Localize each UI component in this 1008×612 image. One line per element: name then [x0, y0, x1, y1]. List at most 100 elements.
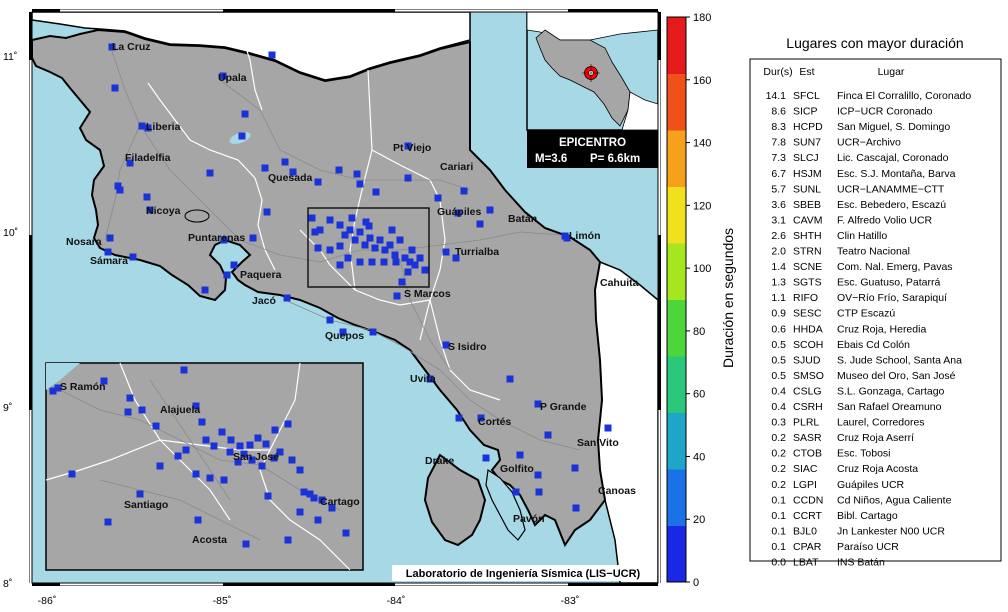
table-header-est: Est	[799, 66, 814, 78]
colorbar-label: Duración en segundos	[720, 228, 736, 368]
station-marker	[202, 436, 210, 444]
city-label: Pt Viejo	[393, 142, 431, 154]
station-marker	[306, 490, 314, 498]
station-marker	[284, 420, 292, 428]
row-duration: 0.4	[771, 401, 786, 413]
city-label: Cortés	[478, 416, 511, 428]
city-label: P Grande	[540, 401, 587, 413]
table-row: 0.9 SESC CTP Escazú	[771, 308, 895, 320]
row-duration: 1.1	[771, 292, 786, 304]
row-station: HCPD	[793, 121, 823, 133]
row-duration: 0.9	[771, 308, 786, 320]
row-place: S.L. Gonzaga, Cartago	[837, 385, 945, 397]
colorbar-tick-label: 20	[693, 514, 705, 526]
colorbar-segment	[667, 299, 686, 357]
station-marker	[398, 278, 406, 286]
station-marker	[335, 166, 343, 174]
station-marker	[326, 216, 334, 224]
city-label: S Marcos	[404, 288, 451, 300]
station-marker	[219, 72, 227, 80]
colorbar-segment	[667, 73, 686, 131]
station-marker	[194, 516, 202, 524]
table-row: 2.6 SHTH Clin Hatillo	[771, 230, 887, 242]
row-place: San Miguel, S. Domingo	[837, 121, 950, 133]
row-station: PLRL	[793, 417, 819, 429]
zoom-area-box	[307, 207, 430, 288]
zoom-panel[interactable]: S Ramón Alajuela San José Santiago Cartago Ac…	[45, 362, 364, 571]
row-duration: 0.0	[771, 557, 786, 569]
station-marker	[240, 450, 248, 458]
station-marker	[396, 236, 404, 244]
row-station: SIAC	[793, 463, 818, 475]
city-label: Paquera	[240, 269, 282, 281]
table-row: 0.0 LBAT INS Batán	[771, 557, 885, 569]
station-marker	[152, 422, 160, 430]
zoom-sea-corner	[46, 363, 80, 390]
row-place: Esc. S.J. Montaña, Barva	[837, 168, 956, 180]
station-marker	[271, 426, 279, 434]
station-marker	[180, 366, 188, 374]
city-label: Guápiles	[437, 206, 482, 218]
row-duration: 0.5	[771, 339, 786, 351]
row-duration: 6.7	[771, 168, 786, 180]
table-row: 0.2 CTOB Esc. Tobosi	[771, 448, 890, 460]
station-marker	[326, 316, 334, 324]
row-duration: 8.3	[771, 121, 786, 133]
city-label: Puntarenas	[188, 232, 245, 244]
station-marker	[201, 286, 209, 294]
row-duration: 14.1	[766, 90, 787, 102]
city-label: Limón	[569, 230, 601, 242]
station-marker	[311, 228, 319, 236]
row-duration: 0.1	[771, 525, 786, 537]
row-duration: 0.3	[771, 417, 786, 429]
footer-credit: Laboratorio de Ingeniería Sísmica (LIS−U…	[406, 568, 641, 580]
station-marker	[226, 448, 234, 456]
city-labels: La Cruz Upala Liberia Filadelfia Nicoya Nosar…	[66, 41, 639, 525]
colorbar-segment	[667, 356, 686, 413]
station-marker	[356, 180, 364, 188]
row-duration: 5.7	[771, 183, 786, 195]
row-station: SESC	[793, 308, 822, 320]
zoom-panel-bg	[45, 362, 364, 571]
table-row: 0.1 CCRT Bibl. Cartago	[771, 510, 897, 522]
station-marker	[455, 414, 463, 422]
city-label: Nosara	[66, 236, 102, 248]
city-label: Pavón	[513, 513, 545, 525]
colorbar-tick-label: 140	[693, 138, 711, 150]
map-frame	[29, 9, 661, 586]
inset-costa-rica	[535, 29, 631, 127]
station-marker	[406, 258, 414, 266]
station-marker	[258, 462, 266, 470]
row-station: STRN	[793, 246, 822, 258]
zoom-roads	[59, 379, 341, 541]
station-marker	[391, 251, 399, 259]
city-label: San Vito	[577, 437, 619, 449]
row-place: Guápiles UCR	[837, 479, 905, 491]
station-marker	[300, 488, 308, 496]
station-marker	[126, 159, 134, 167]
row-station: SCNE	[793, 261, 822, 273]
station-marker	[482, 454, 490, 462]
row-place: OV−Río Frío, Sarapiquí	[837, 292, 947, 304]
zoom-city-label: Alajuela	[160, 404, 200, 416]
row-place: INS Batán	[837, 557, 885, 569]
colorbar-tick-label: 60	[693, 389, 705, 401]
station-marker	[264, 492, 272, 500]
row-duration: 0.2	[771, 432, 786, 444]
row-station: LBAT	[793, 557, 819, 569]
row-station: HSJM	[793, 168, 822, 180]
row-station: CTOB	[793, 448, 822, 460]
roads	[104, 44, 581, 451]
row-place: Esc. Bebedero, Escazú	[837, 199, 946, 211]
station-marker	[401, 254, 409, 262]
station-marker	[223, 271, 231, 279]
longitude-ticks: -86˚ -85˚ -84˚ -83˚	[38, 595, 580, 607]
station-marker	[369, 328, 377, 336]
station-marker	[281, 158, 289, 166]
station-marker	[126, 394, 134, 402]
station-marker	[356, 258, 364, 266]
row-duration: 3.6	[771, 199, 786, 211]
row-duration: 0.2	[771, 479, 786, 491]
row-place: Laurel, Corredores	[837, 417, 925, 429]
chira-island	[184, 209, 210, 223]
